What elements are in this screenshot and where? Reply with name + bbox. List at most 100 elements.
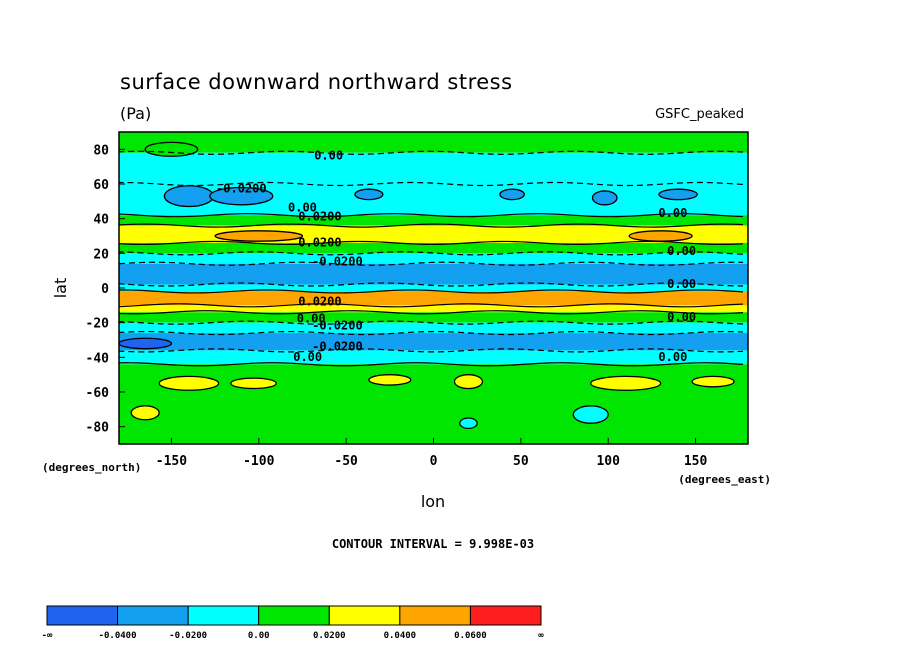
contour-label: -0.0200 [312, 339, 363, 353]
chart-title: surface downward northward stress [120, 70, 513, 94]
colorbar-swatch [469, 605, 542, 626]
contour-label: 0.0200 [298, 235, 341, 249]
colorbar-label: 0.0200 [313, 631, 346, 641]
contour-blob [158, 375, 220, 391]
contour-blob [354, 188, 384, 201]
contour-line [119, 303, 744, 308]
contour-label: 0.0200 [298, 209, 341, 223]
contour-line [119, 348, 744, 353]
contour-blob [230, 377, 277, 390]
y-tick-label: 60 [93, 178, 109, 193]
contour-line [119, 181, 744, 187]
contour-line [119, 362, 744, 367]
contour-label: 0.00 [667, 277, 696, 291]
contour-blob [144, 141, 199, 157]
contour-label: 0.00 [288, 201, 317, 215]
contour-line [119, 330, 744, 336]
y-tick-label: 80 [93, 143, 109, 158]
contour-line [119, 223, 744, 228]
contour-line [119, 240, 744, 246]
contour-blob [163, 185, 215, 208]
contour-label: -0.0200 [216, 182, 267, 196]
x-tick-label: 50 [513, 454, 529, 469]
contour-line [119, 289, 744, 294]
zonal-band [119, 322, 748, 334]
contour-blob [209, 186, 274, 206]
zonal-band [119, 132, 748, 153]
colorbar-label: 0.00 [248, 631, 270, 641]
zonal-band [119, 253, 748, 264]
plot-area [119, 132, 748, 444]
y-axis-title: lat [51, 278, 70, 299]
contour-label: -0.0200 [312, 319, 363, 333]
y-tick-label: -60 [86, 386, 110, 401]
zonal-band [119, 291, 748, 306]
colorbar-label: ∞ [538, 631, 544, 641]
contour-label: 0.00 [667, 310, 696, 324]
contour-label: 0.00 [667, 244, 696, 258]
x-tick-label: -150 [156, 454, 187, 469]
colorbar: -∞ -0.0400 -0.0200 0.00 0.0200 0.0400 0.0600 ∞ [42, 605, 544, 641]
colorbar-label: -0.0200 [169, 631, 207, 641]
colorbar-label: 0.0600 [454, 631, 487, 641]
contour-blob [368, 374, 412, 386]
contour-line [119, 150, 744, 155]
x-units-label: (degrees_east) [678, 473, 771, 486]
contour-line [119, 213, 744, 218]
x-axis-title: lon [421, 492, 445, 511]
contour-line [119, 320, 744, 325]
contour-blob [119, 337, 173, 350]
contour-line [119, 251, 744, 256]
contour-label: -0.0200 [312, 254, 363, 268]
zonal-band [119, 152, 748, 184]
colorbar-label: 0.0400 [384, 631, 417, 641]
colorbar-swatch [117, 605, 189, 626]
contour-line [119, 310, 744, 315]
contour-label: 0.0200 [298, 294, 341, 308]
contour-label: 0.00 [658, 206, 687, 220]
zonal-band [119, 242, 748, 254]
contour-label: 0.00 [658, 350, 687, 364]
zonal-band [119, 215, 748, 226]
contour-blob [130, 405, 160, 421]
x-tick-label: 0 [430, 454, 438, 469]
contour-label: 0.00 [293, 350, 322, 364]
colorbar-swatch [258, 605, 330, 626]
units-label: (Pa) [120, 104, 151, 123]
x-tick-label: -100 [243, 454, 274, 469]
contour-interval: CONTOUR INTERVAL = 9.998E-03 [332, 537, 534, 551]
contour-blob [691, 375, 735, 388]
contour-blob [214, 230, 304, 242]
y-tick-label: -80 [86, 421, 110, 436]
contour-blob [453, 374, 484, 390]
contour-line [119, 282, 744, 287]
axes: -150 -100 -50 0 50 100 150 80 60 40 20 0 -20 -40 -60 -8… [86, 143, 708, 469]
contour-blob [658, 188, 698, 201]
contour-label: 0.00 [314, 149, 343, 163]
contour-label: 0.00 [297, 312, 326, 326]
colorbar-swatch [187, 605, 260, 626]
contour-blob [591, 190, 618, 206]
y-tick-label: 40 [93, 213, 109, 228]
contour-blob [590, 375, 662, 391]
y-tick-label: 0 [101, 282, 109, 297]
y-tick-label: 20 [93, 247, 109, 262]
zonal-band [119, 333, 748, 351]
colorbar-swatch [328, 605, 401, 626]
colorbar-swatch [46, 605, 119, 626]
y-tick-label: -40 [86, 351, 110, 366]
x-tick-label: 100 [596, 454, 620, 469]
contour-blob [459, 417, 478, 430]
colorbar-swatch [399, 605, 471, 626]
zonal-band [119, 350, 748, 365]
y-units-label: (degrees_north) [42, 461, 141, 474]
zonal-band [119, 263, 748, 285]
zonal-band [119, 312, 748, 323]
zonal-band [119, 305, 748, 313]
colorbar-label: -∞ [42, 631, 53, 641]
contour-blob [572, 405, 609, 424]
zonal-band [119, 284, 748, 292]
zonal-band [119, 364, 748, 444]
x-tick-label: -50 [334, 454, 358, 469]
